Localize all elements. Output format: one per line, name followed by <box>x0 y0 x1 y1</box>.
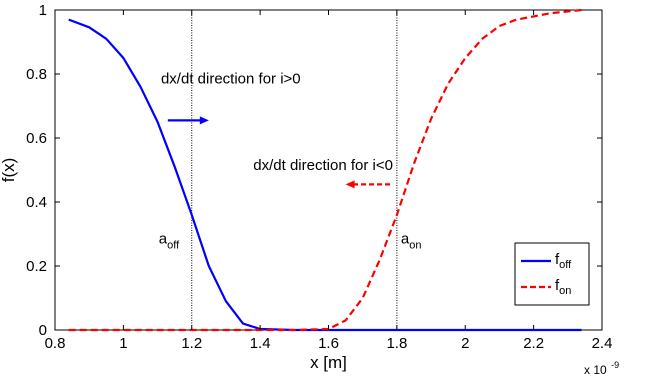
x-multiplier-exponent: -9 <box>611 360 619 370</box>
x-tick-label: 1.2 <box>181 335 202 352</box>
reference-line-label: aoff <box>159 231 180 252</box>
x-tick-label: 1.4 <box>250 335 271 352</box>
y-tick-label: 0.4 <box>26 194 47 211</box>
x-tick-label: 2.2 <box>523 335 544 352</box>
annotation-text: dx/dt direction for i<0 <box>253 157 393 174</box>
x-tick-label: 1 <box>119 335 127 352</box>
series-line-f_on <box>68 8 582 332</box>
annotation-arrowhead <box>199 116 209 125</box>
series-layer <box>68 8 582 332</box>
x-axis-label: x [m] <box>310 353 347 372</box>
annotations: dx/dt direction for i>0 dx/dt direction f… <box>161 71 393 189</box>
y-axis-label: f(x) <box>0 158 18 183</box>
x-multiplier-base: x 10 <box>584 363 607 377</box>
y-tick-label: 1 <box>39 2 47 19</box>
x-tick-label: 2 <box>461 335 469 352</box>
series-line-f_off <box>68 18 582 332</box>
x-tick-label: 0.8 <box>45 335 66 352</box>
legend-label-f_on: fon <box>555 277 571 297</box>
x-tick-label: 1.6 <box>318 335 339 352</box>
x-axis-multiplier: x 10 -9 <box>584 360 619 377</box>
reference-line-label: aon <box>401 231 422 252</box>
axis-ticks: 0.8 1 1.2 1.4 1.6 1.8 2 2.2 2.4 0 0.2 0.4 0.6 0.8 1 <box>26 2 612 352</box>
legend: foff fon <box>514 242 590 306</box>
reference-lines: aoff aon <box>159 10 422 330</box>
x-tick-label: 1.8 <box>386 335 407 352</box>
annotation-arrowhead <box>345 180 355 189</box>
annotation-text: dx/dt direction for i>0 <box>161 71 301 88</box>
y-tick-label: 0 <box>39 322 47 339</box>
legend-label-f_off: foff <box>555 251 572 271</box>
legend-box <box>514 242 590 306</box>
y-tick-label: 0.6 <box>26 130 47 147</box>
y-tick-label: 0.8 <box>26 66 47 83</box>
x-tick-label: 2.4 <box>592 335 613 352</box>
y-tick-label: 0.2 <box>26 258 47 275</box>
